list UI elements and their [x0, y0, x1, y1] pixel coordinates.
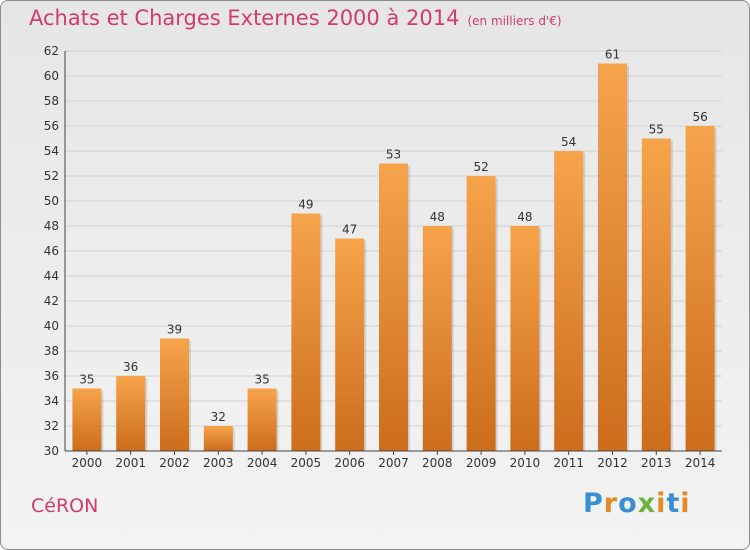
x-tick-label: 2009 — [466, 456, 497, 470]
data-label: 53 — [386, 148, 401, 162]
chart-subtitle: (en milliers d'€) — [467, 14, 562, 28]
data-label: 32 — [211, 410, 226, 424]
chart-title-text: Achats et Charges Externes 2000 à 2014 — [29, 6, 460, 30]
data-label: 56 — [692, 110, 707, 124]
y-tick-label: 36 — [44, 369, 59, 383]
data-label: 55 — [649, 123, 664, 137]
bar-2011 — [554, 151, 584, 451]
x-tick-label: 2000 — [72, 456, 103, 470]
logo-letter: o — [618, 488, 638, 519]
data-label: 35 — [79, 373, 94, 387]
bar-2001 — [116, 376, 146, 451]
x-tick-label: 2010 — [510, 456, 541, 470]
bar-2008 — [422, 226, 452, 451]
bar-2000 — [72, 388, 102, 451]
bar-2007 — [379, 163, 408, 451]
x-tick-label: 2012 — [597, 456, 628, 470]
x-tick-label: 2004 — [247, 456, 278, 470]
data-label: 48 — [430, 210, 445, 224]
y-tick-label: 34 — [44, 394, 59, 408]
x-tick-label: 2008 — [422, 456, 453, 470]
x-tick-label: 2005 — [291, 456, 322, 470]
y-tick-label: 48 — [44, 219, 59, 233]
y-tick-label: 62 — [44, 44, 59, 58]
data-label: 54 — [561, 135, 576, 149]
y-tick-label: 54 — [44, 144, 59, 158]
y-tick-label: 50 — [44, 194, 59, 208]
y-tick-label: 32 — [44, 419, 59, 433]
logo-letter: r — [603, 488, 619, 519]
y-tick-label: 46 — [44, 244, 59, 258]
y-tick-label: 44 — [44, 269, 59, 283]
data-label: 36 — [123, 360, 138, 374]
y-tick-label: 40 — [44, 319, 59, 333]
bar-2003 — [203, 426, 233, 451]
bar-2009 — [466, 176, 496, 451]
y-tick-label: 58 — [44, 94, 59, 108]
bars — [72, 63, 717, 451]
data-label: 39 — [167, 323, 182, 337]
chart-title: Achats et Charges Externes 2000 à 2014 (e… — [29, 6, 562, 30]
data-label: 48 — [517, 210, 532, 224]
y-tick-label: 30 — [44, 444, 59, 458]
bar-2010 — [510, 226, 540, 451]
data-label: 52 — [473, 160, 488, 174]
axes: 30 32 34 36 38 40 42 44 46 48 50 52 54 56 58 60 62 35 2000… — [44, 44, 722, 470]
x-tick-label: 2001 — [115, 456, 146, 470]
x-tick-label: 2013 — [641, 456, 672, 470]
data-label: 47 — [342, 223, 357, 237]
location-label: CéRON — [31, 495, 99, 517]
x-tick-label: 2014 — [685, 456, 716, 470]
logo-letter: t — [666, 488, 681, 519]
x-tick-label: 2011 — [553, 456, 584, 470]
y-tick-label: 52 — [44, 169, 59, 183]
y-tick-label: 56 — [44, 119, 59, 133]
bar-2014 — [685, 126, 715, 451]
y-tick-label: 60 — [44, 69, 59, 83]
x-tick-label: 2007 — [378, 456, 409, 470]
y-tick-label: 42 — [44, 294, 59, 308]
logo-letter: x — [637, 488, 657, 519]
logo-letter: P — [583, 488, 604, 519]
logo-letter: i — [656, 488, 667, 519]
data-label: 35 — [254, 373, 269, 387]
x-tick-label: 2003 — [203, 456, 234, 470]
bar-2012 — [598, 63, 627, 451]
bar-2005 — [291, 213, 321, 451]
logo-letter: i — [680, 488, 691, 519]
y-tick-label: 38 — [44, 344, 59, 358]
proxiti-logo[interactable]: Proxiti — [583, 488, 691, 519]
bar-2006 — [335, 238, 365, 451]
data-label: 49 — [298, 198, 313, 212]
bar-2013 — [641, 138, 671, 451]
bar-2004 — [247, 388, 277, 451]
data-label: 61 — [605, 48, 620, 62]
x-tick-label: 2006 — [334, 456, 365, 470]
x-tick-label: 2002 — [159, 456, 190, 470]
bar-2002 — [160, 338, 189, 451]
